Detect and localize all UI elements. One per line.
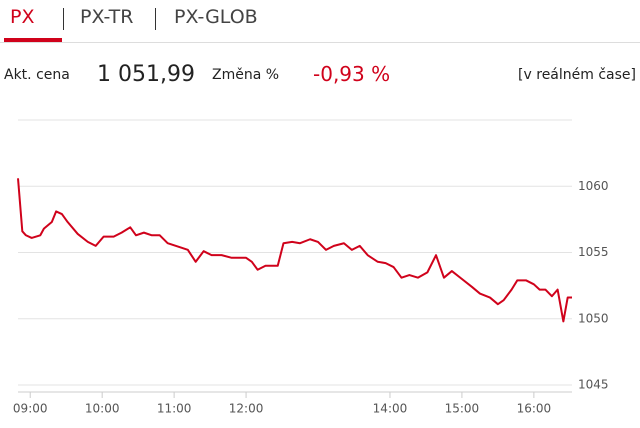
y-tick-label: 1060 [578,179,609,193]
x-tick-label: 15:00 [445,402,480,416]
tab[interactable]: PX [10,6,35,28]
y-tick-label: 1045 [578,378,609,392]
tab[interactable]: PX-TR [80,6,134,28]
x-tick-label: 14:00 [373,402,408,416]
x-tick-label: 10:00 [85,402,120,416]
tab-separator [63,8,64,30]
change-label: Změna % [212,67,280,83]
x-tick-label: 16:00 [517,402,552,416]
price-label: Akt. cena [4,67,70,83]
x-tick-label: 12:00 [229,402,264,416]
divider [0,42,640,43]
change: -0,93 % [313,62,391,86]
x-tick-label: 11:00 [157,402,192,416]
x-tick-label: 09:00 [13,402,48,416]
y-tick-label: 1055 [578,245,609,259]
tab-separator [155,8,156,30]
active-tab-indicator [4,38,62,42]
y-tick-label: 1050 [578,311,609,325]
price: 1 051,99 [97,62,195,87]
realtime-note: [v reálném čase] [518,67,636,83]
tab[interactable]: PX-GLOB [174,6,258,28]
price-line [17,178,572,323]
